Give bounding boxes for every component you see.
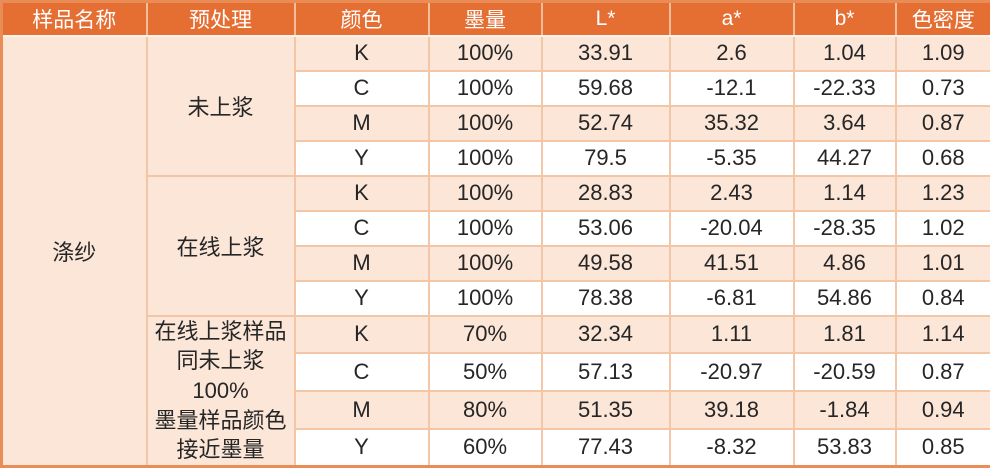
density-cell: 1.14 xyxy=(896,316,990,354)
color-cell: C xyxy=(295,211,429,246)
l-star-cell: 53.06 xyxy=(542,211,670,246)
ink-cell: 70% xyxy=(429,316,542,354)
b-star-cell: 3.64 xyxy=(794,106,896,141)
ink-cell: 100% xyxy=(429,71,542,106)
col-header-sample-name: 样品名称 xyxy=(2,2,147,36)
density-cell: 0.73 xyxy=(896,71,990,106)
table-row: 在线上浆 K 100% 28.83 2.43 1.14 1.23 xyxy=(2,176,990,211)
l-star-cell: 33.91 xyxy=(542,36,670,71)
ink-cell: 100% xyxy=(429,211,542,246)
l-star-cell: 32.34 xyxy=(542,316,670,354)
ink-cell: 80% xyxy=(429,391,542,429)
ink-cell: 100% xyxy=(429,141,542,176)
ink-cell: 100% xyxy=(429,176,542,211)
density-cell: 1.01 xyxy=(896,246,990,281)
pretreatment-cell-unsized: 未上浆 xyxy=(147,36,295,176)
ink-cell: 60% xyxy=(429,429,542,467)
col-header-a-star: a* xyxy=(670,2,794,36)
density-cell: 0.68 xyxy=(896,141,990,176)
l-star-cell: 49.58 xyxy=(542,246,670,281)
col-header-color: 颜色 xyxy=(295,2,429,36)
a-star-cell: 2.43 xyxy=(670,176,794,211)
table-row: 涤纱 未上浆 K 100% 33.91 2.6 1.04 1.09 xyxy=(2,36,990,71)
col-header-pretreatment: 预处理 xyxy=(147,2,295,36)
l-star-cell: 77.43 xyxy=(542,429,670,467)
color-cell: K xyxy=(295,36,429,71)
l-star-cell: 52.74 xyxy=(542,106,670,141)
density-cell: 0.84 xyxy=(896,281,990,316)
b-star-cell: 1.04 xyxy=(794,36,896,71)
b-star-cell: -22.33 xyxy=(794,71,896,106)
b-star-cell: -1.84 xyxy=(794,391,896,429)
a-star-cell: -5.35 xyxy=(670,141,794,176)
l-star-cell: 57.13 xyxy=(542,353,670,391)
l-star-cell: 79.5 xyxy=(542,141,670,176)
table-row: 在线上浆样品 同未上浆 100% 墨量样品颜色 接近墨量 K 70% 32.34… xyxy=(2,316,990,354)
ink-cell: 100% xyxy=(429,246,542,281)
l-star-cell: 78.38 xyxy=(542,281,670,316)
col-header-color-density: 色密度 xyxy=(896,2,990,36)
ink-cell: 100% xyxy=(429,36,542,71)
b-star-cell: 53.83 xyxy=(794,429,896,467)
a-star-cell: 39.18 xyxy=(670,391,794,429)
a-star-cell: -6.81 xyxy=(670,281,794,316)
color-cell: C xyxy=(295,353,429,391)
b-star-cell: 4.86 xyxy=(794,246,896,281)
a-star-cell: -20.97 xyxy=(670,353,794,391)
pretreatment-cell-inline-sized: 在线上浆 xyxy=(147,176,295,316)
b-star-cell: -28.35 xyxy=(794,211,896,246)
col-header-b-star: b* xyxy=(794,2,896,36)
color-cell: M xyxy=(295,246,429,281)
col-header-l-star: L* xyxy=(542,2,670,36)
a-star-cell: -12.1 xyxy=(670,71,794,106)
b-star-cell: 1.14 xyxy=(794,176,896,211)
ink-cell: 100% xyxy=(429,281,542,316)
density-cell: 1.09 xyxy=(896,36,990,71)
a-star-cell: -20.04 xyxy=(670,211,794,246)
a-star-cell: -8.32 xyxy=(670,429,794,467)
b-star-cell: -20.59 xyxy=(794,353,896,391)
color-cell: K xyxy=(295,316,429,354)
density-cell: 0.85 xyxy=(896,429,990,467)
a-star-cell: 1.11 xyxy=(670,316,794,354)
sample-name-cell: 涤纱 xyxy=(2,36,147,467)
color-cell: M xyxy=(295,106,429,141)
a-star-cell: 2.6 xyxy=(670,36,794,71)
color-cell: Y xyxy=(295,281,429,316)
density-cell: 0.87 xyxy=(896,353,990,391)
ink-cell: 50% xyxy=(429,353,542,391)
col-header-ink-amount: 墨量 xyxy=(429,2,542,36)
ink-cell: 100% xyxy=(429,106,542,141)
b-star-cell: 44.27 xyxy=(794,141,896,176)
color-cell: C xyxy=(295,71,429,106)
density-cell: 0.94 xyxy=(896,391,990,429)
a-star-cell: 35.32 xyxy=(670,106,794,141)
l-star-cell: 59.68 xyxy=(542,71,670,106)
l-star-cell: 28.83 xyxy=(542,176,670,211)
l-star-cell: 51.35 xyxy=(542,391,670,429)
density-cell: 0.87 xyxy=(896,106,990,141)
color-cell: K xyxy=(295,176,429,211)
pretreatment-cell-note: 在线上浆样品 同未上浆 100% 墨量样品颜色 接近墨量 xyxy=(147,316,295,467)
color-cell: Y xyxy=(295,141,429,176)
b-star-cell: 1.81 xyxy=(794,316,896,354)
a-star-cell: 41.51 xyxy=(670,246,794,281)
color-cell: M xyxy=(295,391,429,429)
density-cell: 1.02 xyxy=(896,211,990,246)
header-row: 样品名称 预处理 颜色 墨量 L* a* b* 色密度 xyxy=(2,2,990,36)
density-cell: 1.23 xyxy=(896,176,990,211)
b-star-cell: 54.86 xyxy=(794,281,896,316)
color-cell: Y xyxy=(295,429,429,467)
